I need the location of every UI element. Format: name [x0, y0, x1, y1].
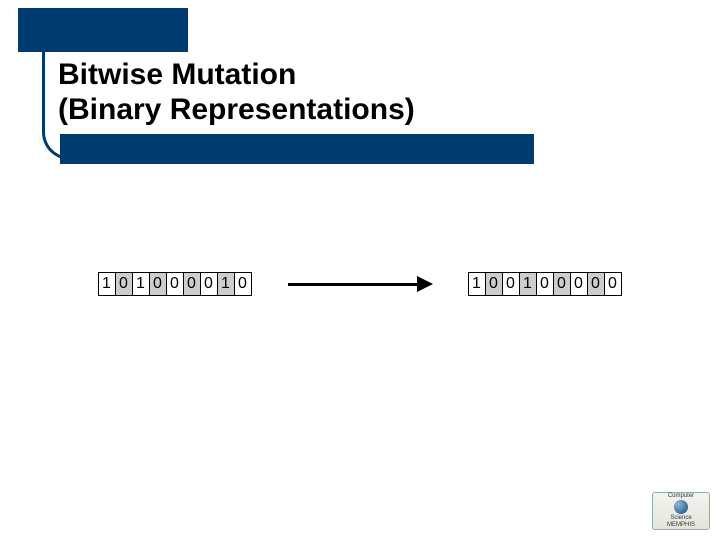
logo-line-2: Science	[670, 515, 691, 522]
mutation-diagram: 101000010 100100000	[0, 272, 720, 296]
bit-cell: 1	[468, 272, 486, 296]
bit-cell: 0	[115, 272, 133, 296]
bitstring-left: 101000010	[99, 272, 252, 296]
bit-cell: 0	[604, 272, 622, 296]
bit-cell: 0	[234, 272, 252, 296]
arrow-head-icon	[417, 276, 433, 292]
logo-line-3: MEMPHIS	[667, 522, 695, 529]
bit-cell: 0	[485, 272, 503, 296]
title-line-2: (Binary Representations)	[58, 93, 415, 126]
bit-cell: 1	[98, 272, 116, 296]
bit-cell: 0	[200, 272, 218, 296]
bit-cell: 0	[502, 272, 520, 296]
bit-cell: 0	[553, 272, 571, 296]
title-line-1: Bitwise Mutation	[58, 58, 296, 91]
arrow	[288, 276, 433, 292]
bit-cell: 1	[217, 272, 235, 296]
bit-cell: 0	[570, 272, 588, 296]
footer-logo: Computer Science MEMPHIS	[652, 492, 710, 530]
globe-icon	[674, 500, 688, 513]
arrow-line	[288, 283, 418, 286]
bit-cell: 0	[166, 272, 184, 296]
bitstring-right: 100100000	[469, 272, 622, 296]
title-underline	[60, 134, 534, 164]
slide-title: Bitwise Mutation (Binary Representations…	[18, 56, 678, 127]
bit-cell: 0	[149, 272, 167, 296]
bit-cell: 1	[519, 272, 537, 296]
bit-cell: 0	[536, 272, 554, 296]
bit-cell: 0	[183, 272, 201, 296]
bit-cell: 1	[132, 272, 150, 296]
bit-cell: 0	[587, 272, 605, 296]
logo-line-1: Computer	[668, 493, 694, 500]
